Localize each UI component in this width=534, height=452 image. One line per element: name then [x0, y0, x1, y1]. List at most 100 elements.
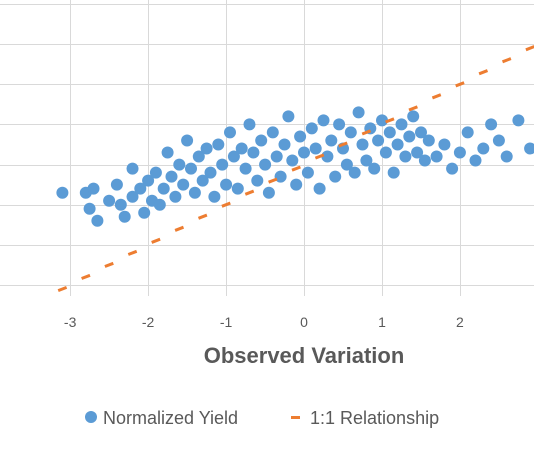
legend-marker-normalized-yield	[85, 411, 97, 423]
data-point	[259, 158, 272, 171]
line-marker	[385, 117, 395, 124]
legend-label-normalized-yield: Normalized Yield	[103, 408, 238, 428]
line-marker	[151, 237, 161, 244]
x-tick-labels: -3 -2 -1 0 1 2	[64, 314, 464, 330]
data-point	[165, 170, 178, 183]
data-point	[138, 206, 151, 219]
data-point	[208, 190, 221, 203]
data-point	[387, 166, 400, 179]
data-point	[169, 190, 182, 203]
data-point	[298, 146, 310, 159]
data-point	[177, 178, 190, 191]
data-point	[411, 146, 424, 159]
data-point	[391, 138, 404, 151]
data-point	[231, 182, 244, 195]
data-point	[118, 210, 131, 223]
data-point	[282, 110, 295, 123]
data-point	[103, 194, 116, 207]
data-point	[485, 118, 498, 131]
line-marker	[244, 189, 255, 196]
data-point	[524, 142, 534, 155]
data-point	[181, 134, 194, 147]
line-marker	[57, 285, 68, 293]
data-point	[173, 158, 186, 171]
data-point	[161, 146, 174, 159]
data-point	[204, 166, 217, 179]
data-point	[149, 166, 162, 179]
one-to-one-series	[57, 45, 534, 293]
data-point	[446, 162, 459, 175]
legend-label-one-to-one: 1:1 Relationship	[310, 408, 439, 428]
data-point	[309, 142, 322, 155]
data-point	[56, 186, 69, 199]
data-point	[274, 170, 287, 183]
data-point	[317, 114, 330, 127]
line-marker	[127, 249, 138, 256]
data-point	[348, 166, 361, 179]
data-point	[512, 114, 525, 127]
legend: Normalized Yield 1:1 Relationship	[85, 408, 439, 428]
data-point	[255, 134, 268, 147]
data-point	[266, 126, 279, 139]
data-point	[114, 198, 127, 211]
data-point	[438, 138, 451, 151]
data-point	[477, 142, 490, 155]
line-marker	[408, 105, 418, 112]
data-point	[270, 150, 283, 163]
data-point	[220, 178, 233, 191]
line-marker	[361, 129, 372, 136]
line-marker	[197, 213, 208, 220]
data-point	[492, 134, 505, 147]
data-point	[278, 138, 291, 151]
x-tick-label: 1	[378, 314, 386, 330]
data-point	[376, 114, 388, 127]
legend-marker-one-to-one	[291, 416, 300, 419]
data-point	[500, 150, 513, 163]
data-point	[379, 146, 392, 159]
x-tick-label: -3	[64, 314, 77, 330]
x-tick-label: -1	[220, 314, 233, 330]
data-point	[352, 106, 365, 119]
data-point	[422, 134, 435, 147]
x-axis-title: Observed Variation	[204, 343, 405, 368]
data-point	[301, 166, 314, 179]
data-point	[212, 138, 225, 151]
data-point	[333, 118, 346, 131]
data-point	[153, 198, 166, 211]
line-marker	[501, 57, 512, 64]
x-tick-label: -2	[142, 314, 155, 330]
line-marker	[431, 93, 442, 100]
data-point	[126, 190, 139, 203]
data-point	[157, 182, 170, 195]
data-point	[305, 122, 318, 135]
line-marker	[338, 141, 348, 148]
data-point	[395, 118, 408, 131]
line-marker	[291, 165, 301, 172]
line-marker	[455, 81, 465, 88]
data-point	[251, 174, 264, 187]
data-point	[418, 154, 431, 167]
data-point	[453, 146, 466, 159]
data-point	[383, 126, 396, 139]
data-point	[188, 186, 201, 199]
data-point	[227, 150, 240, 163]
line-marker	[525, 45, 534, 52]
data-point	[356, 138, 369, 151]
data-point	[200, 142, 213, 155]
x-tick-label: 0	[300, 314, 308, 330]
data-point	[286, 154, 299, 167]
data-point	[321, 150, 334, 163]
data-point	[372, 134, 385, 147]
data-point	[216, 158, 229, 171]
data-point	[196, 174, 209, 187]
line-marker	[174, 225, 185, 232]
data-point	[313, 182, 326, 195]
data-point	[360, 154, 373, 167]
data-point	[110, 178, 123, 191]
data-point	[399, 150, 412, 163]
data-point	[235, 142, 248, 155]
line-marker	[81, 273, 91, 280]
line-marker	[104, 261, 114, 268]
data-point	[224, 126, 236, 139]
